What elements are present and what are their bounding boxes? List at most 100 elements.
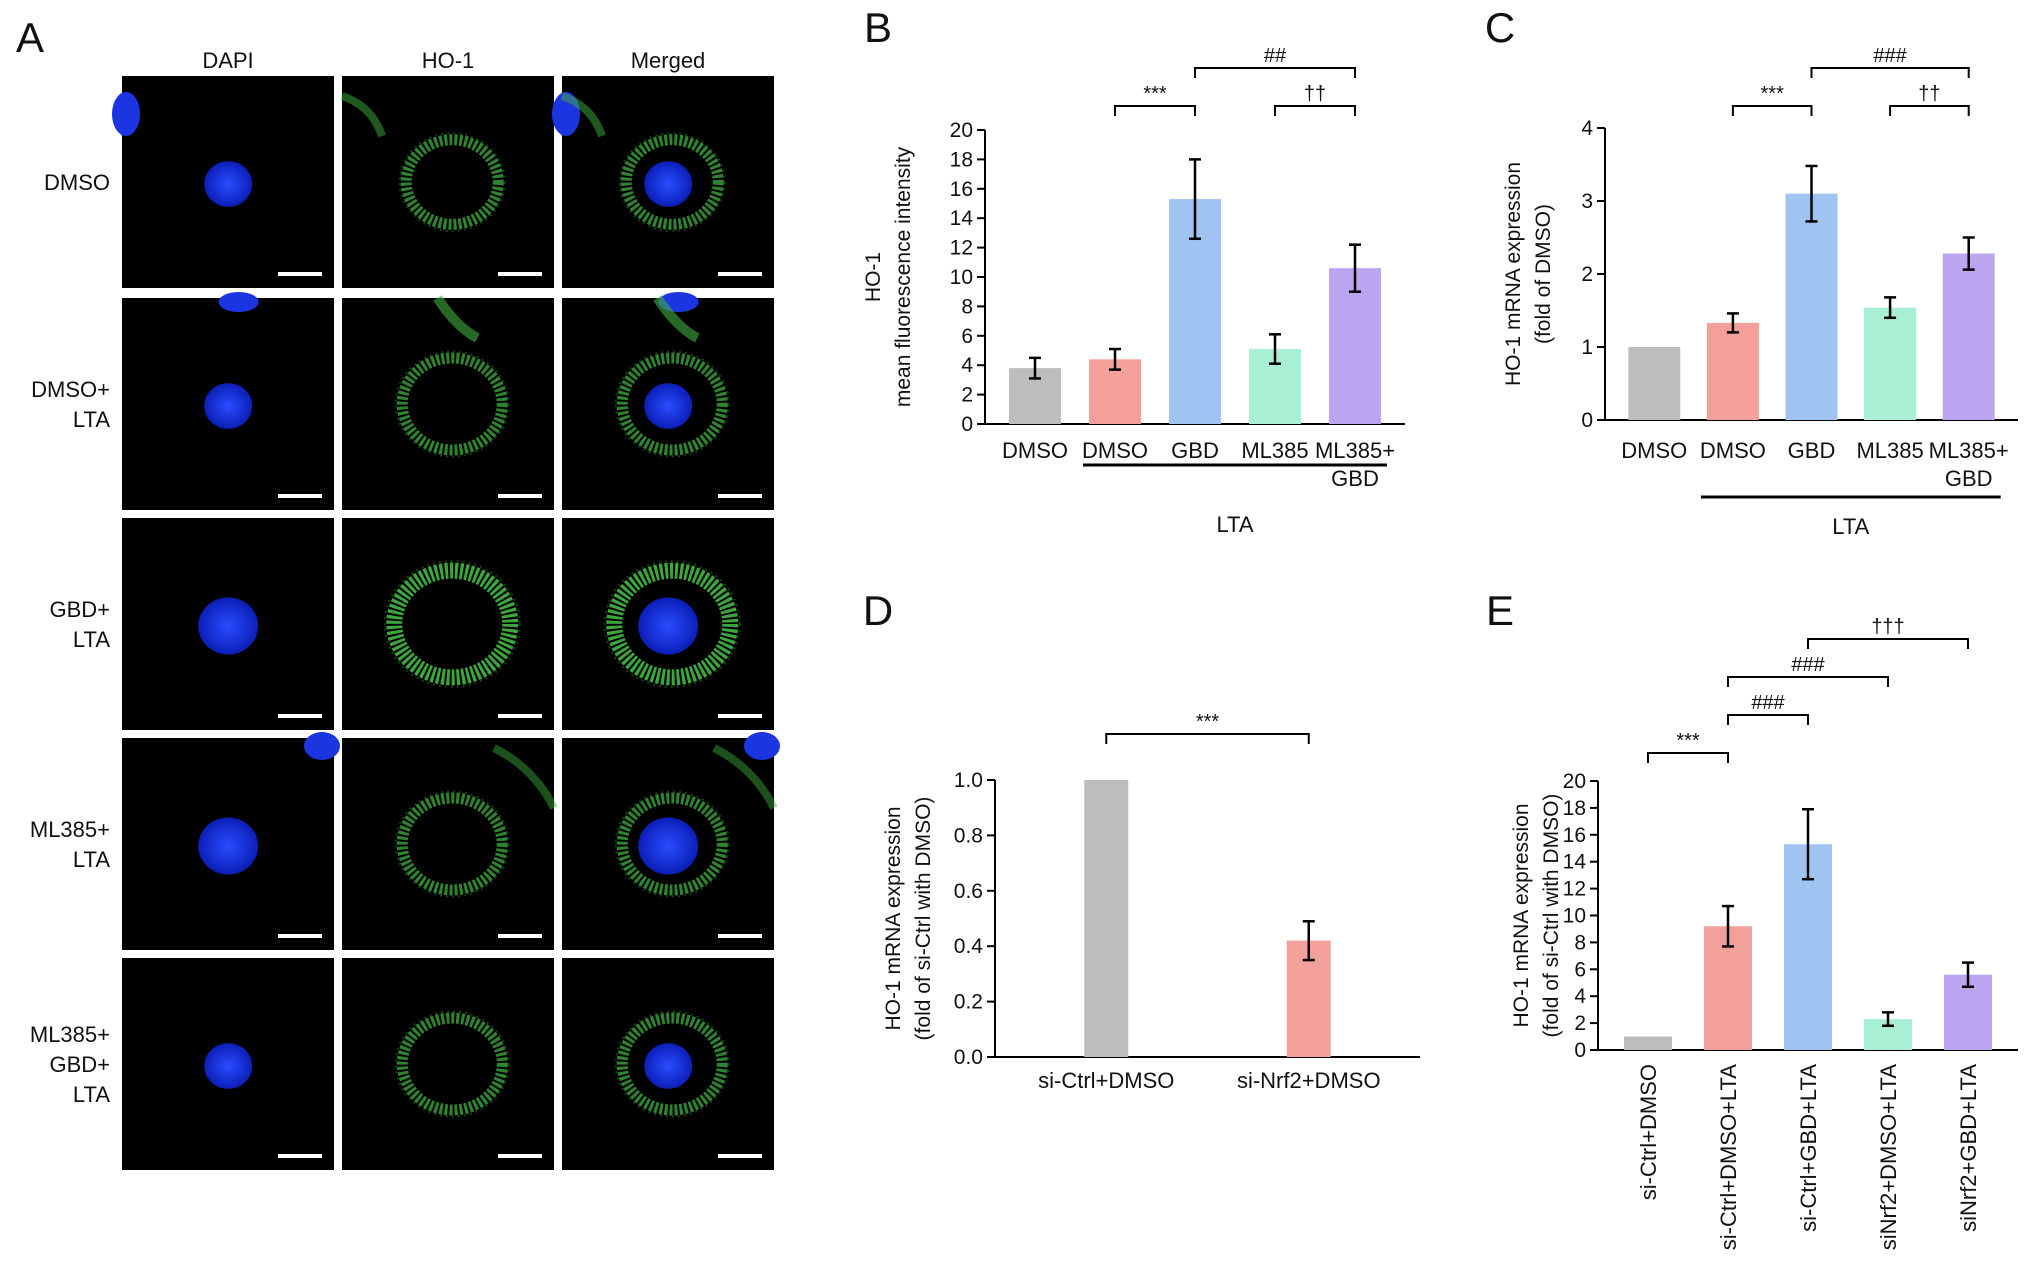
bar [1942,253,1995,420]
ho1-ring [396,352,508,456]
chart-panel-b: B 0 2 4 6 8 10 12 14 16 18 20 HO-1 mean fluorescence … [862,4,1405,537]
ho1-ring [616,792,728,896]
y-tick-label: 0 [961,413,973,436]
y-tick-label: 4 [961,354,973,377]
y-tick-label: 0 [1581,409,1593,432]
panel-letter: C [1485,4,1515,51]
y-tick-label: 2 [961,384,973,407]
micrograph-merged [562,518,774,730]
x-category-label: si-Ctrl+DMSO+LTA [1716,1064,1741,1251]
significance-bracket [1274,105,1356,116]
x-category-label: si-Ctrl+GBD+LTA [1796,1064,1821,1232]
ho1-ring-outer [618,132,726,232]
x-category-label: ML385+ [1929,438,2009,463]
ho1-ring [396,792,508,896]
dapi-nucleus [204,1043,253,1089]
scale-bar [498,272,542,276]
y-tick-label: 0.8 [954,824,983,847]
significance-label: *** [1196,711,1220,733]
micrograph-ho-1 [342,738,558,950]
dapi-nucleus [204,161,253,207]
y-tick-label: 12 [950,237,973,260]
micrograph-merged [562,958,774,1170]
bar [1706,322,1759,420]
significance-label: *** [1676,730,1700,752]
y-axis-label: HO-1 mRNA expression [1502,162,1525,386]
ho1-ring [386,562,519,686]
panel-letter: E [1486,587,1514,634]
micrograph-background [342,298,554,510]
significance-label: ### [1751,692,1785,714]
ho1-ring [606,562,739,686]
row-label: LTA [73,847,110,872]
significance-bracket [1105,733,1310,744]
significance-label: ## [1264,45,1287,67]
y-tick-label: 14 [1563,851,1587,874]
x-category-label: si-Ctrl+DMSO [1636,1064,1661,1200]
y-tick-label: 4 [1574,985,1586,1008]
dapi-nucleus [198,817,259,875]
bar [1785,193,1838,420]
panel-a-micrographs: A DAPI HO-1 Merged DMSO DMSO+ LTA GBD+ LTA ML385+… [16,14,780,1170]
row-label: LTA [73,1082,110,1107]
y-tick-label: 12 [1563,878,1586,901]
micrograph-ho-1 [342,958,554,1170]
significance-bracket [1727,714,1809,725]
x-category-label: DMSO [1002,438,1068,463]
y-tick-label: 8 [1574,931,1586,954]
micrograph-dapi [112,76,334,288]
micrograph-background [342,958,554,1170]
dapi-nucleus [638,597,699,655]
row-label: GBD+ [49,1052,110,1077]
panel-a-letter: A [16,14,44,61]
ho1-ring-outer [603,560,741,688]
significance-bracket [1647,752,1729,763]
column-header-dapi: DAPI [202,48,253,73]
row-label: DMSO [44,170,110,195]
ho1-edge-signal [653,295,700,343]
significance-bracket [1194,67,1356,78]
x-category-label: siNrf2+GBD+LTA [1956,1064,1981,1232]
x-category-label: GBD [1945,466,1993,491]
ho1-ring-outer [394,790,510,898]
y-tick-label: 0 [1574,1039,1586,1062]
y-tick-label: 4 [1581,117,1593,140]
panel-letter: B [864,4,892,51]
dapi-nucleus [644,1043,693,1089]
ho1-edge-signal [340,92,386,138]
x-category-label: GBD [1331,466,1379,491]
ho1-ring-outer [394,350,510,458]
row-label: LTA [73,627,110,652]
row-label: ML385+ [30,817,110,842]
dapi-nucleus [644,383,693,429]
scale-bar [278,494,322,498]
y-tick-label: 2 [1581,263,1593,286]
bar [1329,268,1381,424]
y-tick-label: 6 [961,325,973,348]
y-tick-label: 0.2 [954,991,983,1014]
bar [1084,780,1129,1057]
scale-bar [718,272,762,276]
x-category-label: si-Nrf2+DMSO [1237,1068,1381,1093]
significance-label: *** [1761,83,1785,105]
y-tick-label: 0.4 [954,935,984,958]
micrograph-dapi [122,958,334,1170]
dapi-nucleus-edge [112,92,140,136]
scale-bar [498,1154,542,1158]
chart-panel-e: E 0 2 4 6 8 10 12 14 16 18 20 HO-1 mRNA expression (f… [1486,587,2018,1250]
y-axis-label: HO-1 mRNA expression [1510,803,1533,1027]
y-axis-label: (fold of si-Ctrl with DMSO) [912,797,935,1041]
scale-bar [498,494,542,498]
y-tick-label: 10 [1563,905,1586,928]
group-label: LTA [1216,512,1253,537]
significance-bracket [1114,105,1196,116]
ho1-ring-outer [383,560,521,688]
scale-bar [278,1154,322,1158]
micrograph-background [342,738,554,950]
ho1-edge-signal [433,295,480,343]
ho1-ring [616,352,728,456]
y-axis-label: (fold of si-Ctrl with DMSO) [1540,794,1563,1038]
y-tick-label: 1 [1581,336,1593,359]
significance-bracket [1889,105,1970,116]
y-tick-label: 10 [950,266,973,289]
